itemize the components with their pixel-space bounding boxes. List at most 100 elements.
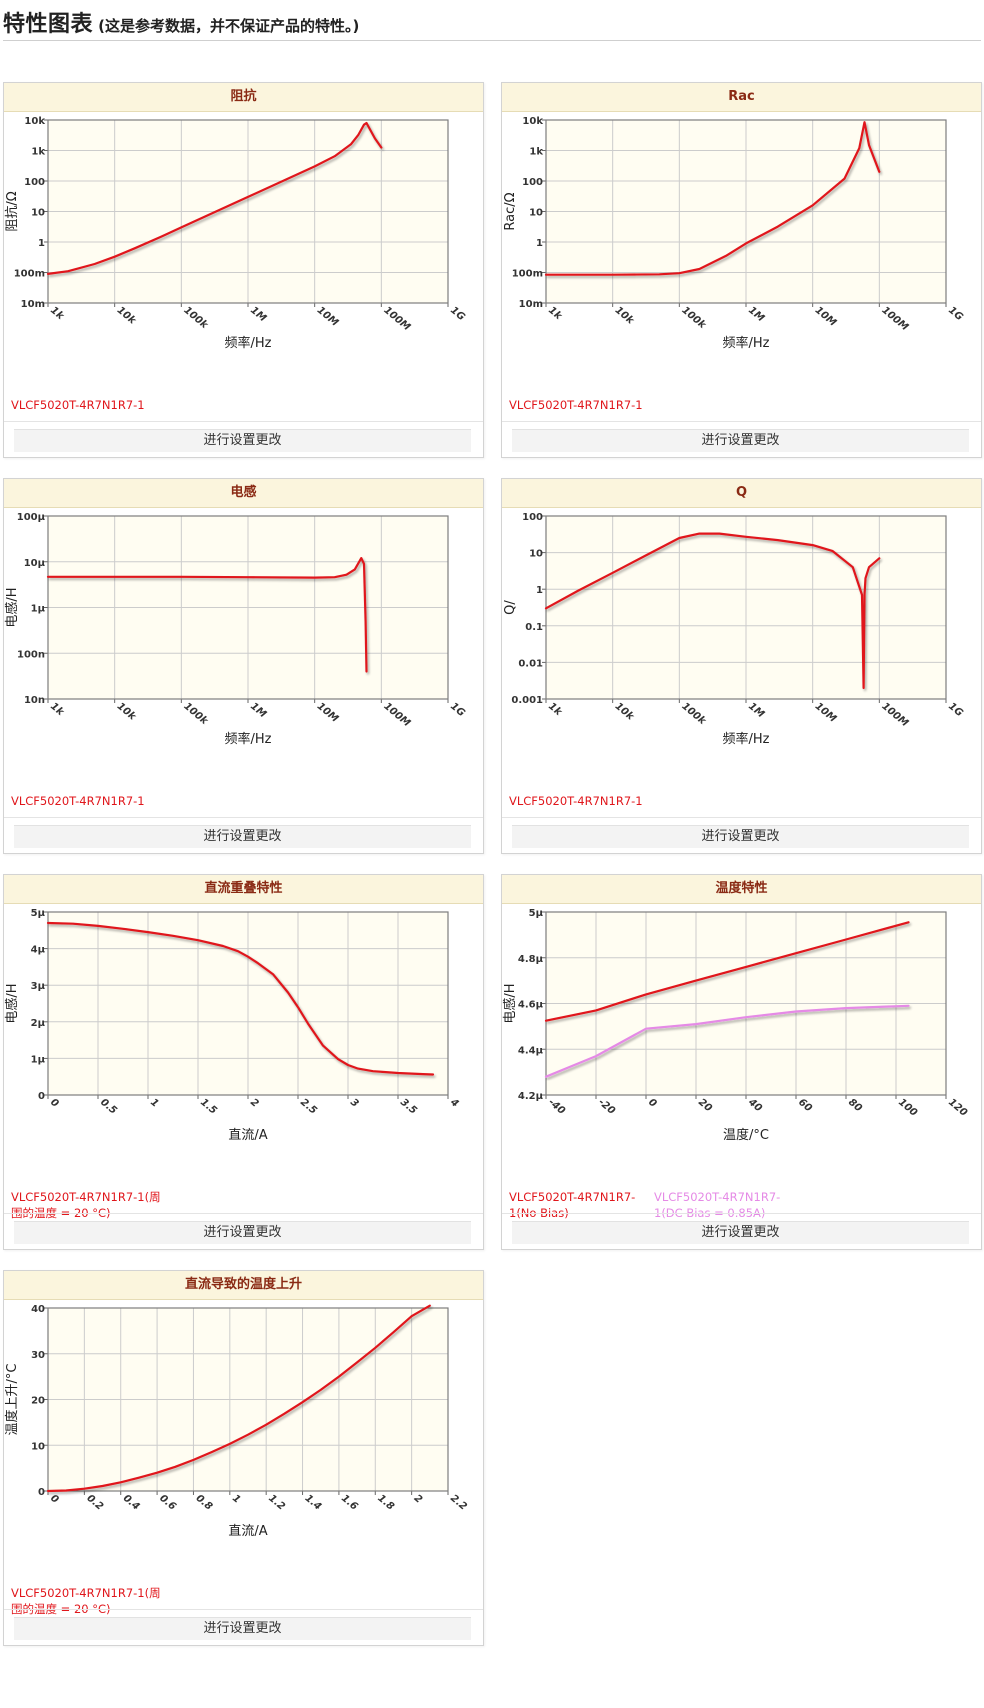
x-tick-label: 10k: [115, 701, 139, 724]
x-tick-label: 1G: [448, 305, 467, 323]
y-tick-label: 4.8μ: [518, 954, 544, 965]
x-axis-label: 频率/Hz: [225, 731, 272, 747]
x-tick-label: 10M: [813, 305, 838, 329]
y-tick-label: 4.6μ: [518, 1000, 544, 1011]
x-tick-label: 10M: [315, 305, 340, 329]
y-axis-label: 阻抗/Ω: [5, 191, 20, 231]
x-tick-label: 1G: [946, 305, 965, 323]
x-axis-label: 频率/Hz: [723, 731, 770, 747]
y-tick-label: 2μ: [31, 1018, 46, 1029]
x-tick-label: 1: [148, 1097, 160, 1110]
legend-entry[interactable]: VLCF5020T-4R7N1R7-1: [509, 794, 643, 808]
plot-frame: [47, 1307, 449, 1492]
chart-panel: 温度特性 -40 -20 0 20 40 60 80 100 120 4.2μ 4.4μ 4.6μ 4.8…: [501, 874, 982, 1250]
x-tick-label: 0.8: [194, 1493, 215, 1513]
chart-svg: 1k 10k 100k 1M 10M 100M 1G 10n 100n 1μ 10μ 100μ 频率/H…: [4, 512, 467, 747]
chart-svg: 0 0.2 0.4 0.6 0.8 1 1.2 1.4 1.6 1.8 2 2.2 0 10 20 30 40 直…: [4, 1304, 469, 1539]
x-tick-label: 100M: [879, 701, 910, 729]
chart-title: 温度特性: [502, 875, 981, 904]
settings-change-button[interactable]: 进行设置更改: [14, 1221, 471, 1244]
y-tick-label: 1μ: [31, 1054, 46, 1065]
x-axis-label: 直流/A: [228, 1524, 267, 1539]
panel-divider: [4, 421, 483, 422]
chart-svg: -40 -20 0 20 40 60 80 100 120 4.2μ 4.4μ 4.6μ 4.8μ 5μ 温…: [502, 908, 969, 1143]
legend-entry[interactable]: VLCF5020T-4R7N1R7-1(DC Bias = 0.85A): [654, 1190, 781, 1220]
chart-area: 1k 10k 100k 1M 10M 100M 1G 10m 100m 1 10 100 1k 10k 频率…: [502, 112, 981, 402]
x-tick-label: 0: [48, 1493, 60, 1506]
x-tick-label: 100: [896, 1097, 919, 1119]
x-axis-label: 频率/Hz: [723, 335, 770, 351]
x-tick-label: 3.5: [398, 1097, 419, 1117]
y-axis-label: Q/: [503, 600, 518, 615]
x-tick-label: 40: [745, 1096, 764, 1114]
x-tick-label: 0.5: [98, 1097, 119, 1117]
settings-change-button[interactable]: 进行设置更改: [512, 429, 969, 452]
panel-divider: [502, 1213, 981, 1214]
x-tick-label: 0.4: [121, 1493, 142, 1513]
y-tick-label: 0.1: [525, 622, 543, 633]
chart-svg: 1k 10k 100k 1M 10M 100M 1G 10m 100m 1 10 100 1k 10k 频率…: [503, 116, 965, 351]
page-subtitle: (这是参考数据，并不保证产品的特性。): [98, 17, 360, 35]
series-line: [46, 1304, 431, 1493]
chart-title: 直流导致的温度上升: [4, 1271, 483, 1300]
x-tick-label: 0.6: [157, 1493, 178, 1513]
chart-panel: Rac 1k 10k 100k 1M 10M 100M 1G 10m 100m 1 10 100 1k 10…: [501, 82, 982, 458]
settings-change-button[interactable]: 进行设置更改: [512, 825, 969, 848]
y-tick-label: 1: [536, 585, 543, 596]
legend-entry[interactable]: VLCF5020T-4R7N1R7-1(周围的温度 = 20 °C): [11, 1586, 161, 1616]
x-tick-label: 1G: [946, 701, 965, 719]
legend-entry[interactable]: VLCF5020T-4R7N1R7-1(No Bias): [509, 1190, 636, 1220]
x-tick-label: 100M: [381, 701, 412, 729]
y-tick-label: 100n: [17, 649, 45, 660]
chart-title: Q: [502, 479, 981, 508]
settings-change-button[interactable]: 进行设置更改: [14, 1617, 471, 1640]
x-tick-label: 10k: [115, 305, 139, 328]
y-tick-label: 100: [24, 177, 45, 188]
x-tick-label: 1M: [746, 305, 766, 324]
chart-title: Rac: [502, 83, 981, 112]
chart-svg: 1k 10k 100k 1M 10M 100M 1G 10m 100m 1 10 100 1k 10k 频率…: [5, 116, 467, 351]
x-axis-label: 频率/Hz: [225, 335, 272, 351]
series-line: [46, 921, 435, 1076]
y-tick-label: 100m: [14, 269, 45, 280]
x-tick-label: 1: [230, 1493, 242, 1506]
y-tick-label: 30: [31, 1350, 45, 1361]
legend-entry[interactable]: VLCF5020T-4R7N1R7-1(周围的温度 = 20 °C): [11, 1190, 161, 1220]
y-tick-label: 1: [38, 238, 45, 249]
settings-change-button[interactable]: 进行设置更改: [512, 1221, 969, 1244]
settings-change-button[interactable]: 进行设置更改: [14, 429, 471, 452]
y-axis-label: 温度上升/°C: [4, 1364, 20, 1436]
chart-area: -40 -20 0 20 40 60 80 100 120 4.2μ 4.4μ 4.6μ 4.8μ 5μ 温…: [502, 904, 981, 1194]
chart-panel: 电感 1k 10k 100k 1M 10M 100M 1G 10n 100n 1μ 10μ 100μ 频率…: [3, 478, 484, 854]
y-tick-label: 10: [31, 208, 45, 219]
x-tick-label: 120: [946, 1097, 969, 1119]
legend-entry[interactable]: VLCF5020T-4R7N1R7-1: [11, 398, 145, 412]
chart-area: 1k 10k 100k 1M 10M 100M 1G 10n 100n 1μ 10μ 100μ 频率/H…: [4, 508, 483, 798]
chart-svg: 0 0.5 1 1.5 2 2.5 3 3.5 4 0 1μ 2μ 3μ 4μ 5μ 直流/A 电感/H: [4, 908, 461, 1143]
y-axis-label: 电感/H: [4, 983, 20, 1023]
y-axis-label: Rac/Ω: [503, 192, 518, 230]
x-tick-label: 2: [248, 1097, 260, 1110]
legend-entry[interactable]: VLCF5020T-4R7N1R7-1: [509, 398, 643, 412]
y-tick-label: 100m: [512, 269, 543, 280]
plot-frame: [47, 119, 449, 304]
x-tick-label: 1.2: [266, 1493, 287, 1513]
x-tick-label: 1.8: [375, 1493, 396, 1513]
x-axis-label: 直流/A: [228, 1128, 267, 1143]
legend-entry[interactable]: VLCF5020T-4R7N1R7-1: [11, 794, 145, 808]
chart-panel: 直流导致的温度上升 0 0.2 0.4 0.6 0.8 1 1.2 1.4 1.6 1.8 2 2.2 0…: [3, 1270, 484, 1646]
y-tick-label: 40: [31, 1304, 45, 1315]
panel-divider: [4, 817, 483, 818]
x-tick-label: 100k: [679, 305, 708, 332]
y-tick-label: 10: [31, 1441, 45, 1452]
x-tick-label: 1.5: [198, 1097, 219, 1117]
chart-title: 阻抗: [4, 83, 483, 112]
x-axis-label: 温度/°C: [723, 1127, 769, 1143]
x-tick-label: 1k: [546, 305, 565, 323]
settings-change-button[interactable]: 进行设置更改: [14, 825, 471, 848]
y-tick-label: 10m: [21, 299, 45, 310]
x-tick-label: -40: [546, 1097, 567, 1117]
x-tick-label: -20: [596, 1097, 617, 1117]
y-tick-label: 10m: [519, 299, 543, 310]
y-tick-label: 4μ: [31, 945, 46, 956]
